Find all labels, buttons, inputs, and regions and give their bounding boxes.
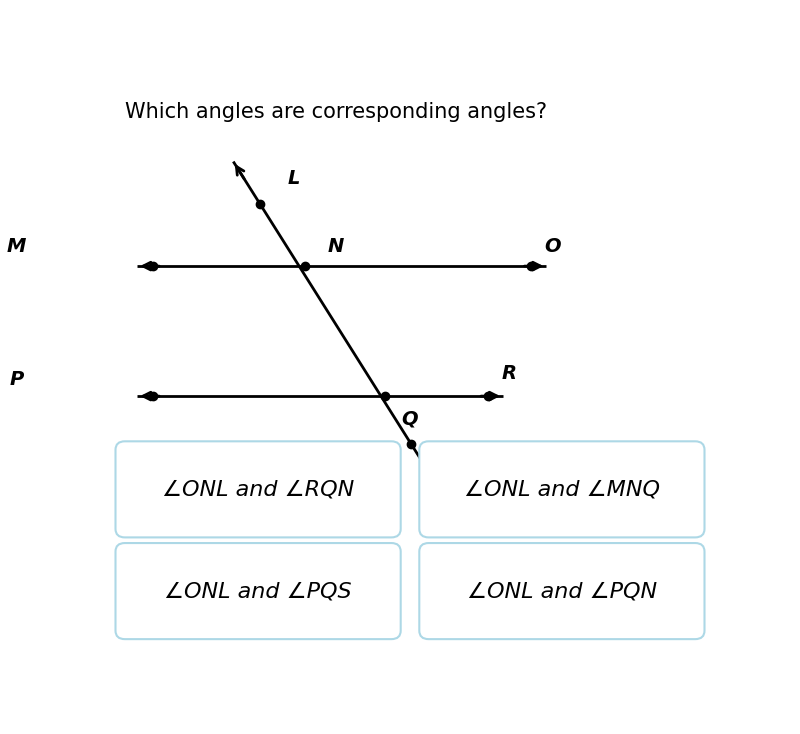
Text: M: M (6, 237, 26, 256)
Text: R: R (502, 364, 517, 383)
FancyBboxPatch shape (115, 543, 401, 639)
FancyBboxPatch shape (419, 543, 705, 639)
Text: L: L (288, 169, 300, 188)
Text: ∠ONL and ∠RQN: ∠ONL and ∠RQN (162, 479, 354, 499)
Text: ∠ONL and ∠PQS: ∠ONL and ∠PQS (164, 581, 352, 601)
FancyBboxPatch shape (419, 441, 705, 537)
Text: N: N (327, 237, 344, 256)
FancyBboxPatch shape (115, 441, 401, 537)
Text: ∠ONL and ∠PQN: ∠ONL and ∠PQN (467, 581, 657, 601)
Text: S: S (429, 460, 443, 479)
Text: P: P (9, 370, 23, 388)
Text: ∠ONL and ∠MNQ: ∠ONL and ∠MNQ (464, 479, 660, 499)
Text: O: O (544, 237, 561, 256)
Text: Q: Q (402, 410, 418, 428)
Text: Which angles are corresponding angles?: Which angles are corresponding angles? (125, 102, 547, 122)
